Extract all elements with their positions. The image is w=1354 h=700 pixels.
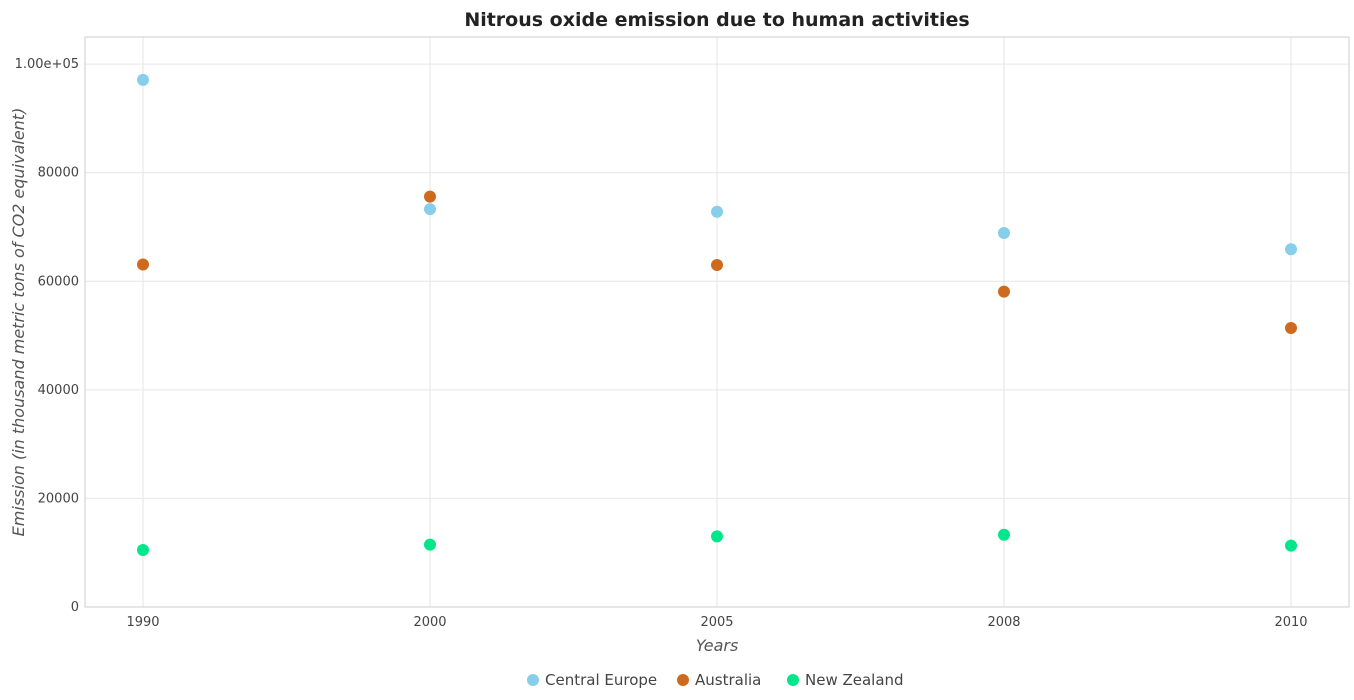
data-point [998,528,1010,541]
y-tick-label: 60000 [38,274,79,289]
data-point [1285,243,1297,256]
data-point [1285,321,1297,334]
legend-marker [527,674,539,686]
y-tick-label: 0 [71,600,79,615]
y-tick-label: 80000 [38,166,79,181]
data-point [711,530,723,543]
legend-marker [787,674,799,686]
chart-title: Nitrous oxide emission due to human acti… [464,9,969,31]
plot-frame [84,36,1350,608]
x-tick-label: 2008 [987,615,1020,630]
x-tick-label: 2005 [700,615,733,630]
data-point [711,205,723,218]
data-point [1285,539,1297,552]
legend-label: Australia [695,671,761,689]
data-point [137,258,149,271]
legend-marker [677,674,689,686]
y-tick-label: 1.00e+05 [15,57,79,72]
grid [85,37,1349,608]
x-tick-label: 2000 [413,615,446,630]
data-point [998,285,1010,298]
y-axis-ticks: 0 20000 40000 60000 80000 1.00e+05 [15,57,79,615]
data-points [137,73,1297,556]
x-axis-label: Years [696,636,739,655]
y-tick-label: 20000 [38,491,79,506]
x-tick-label: 1990 [126,615,159,630]
x-axis-ticks: 1990 2000 2005 2008 2010 [126,615,1307,630]
data-point [137,73,149,86]
data-point [424,203,436,216]
y-axis-label: Emission (in thousand metric tons of CO2… [9,108,28,537]
data-point [998,226,1010,239]
data-point [711,259,723,271]
data-point [424,190,436,203]
legend-label: Central Europe [545,671,657,689]
data-point [137,544,149,556]
x-tick-label: 2010 [1274,615,1307,630]
y-tick-label: 40000 [38,383,79,398]
legend-label: New Zealand [805,671,904,689]
legend: Central Europe Australia New Zealand [527,671,904,689]
data-point [424,538,436,551]
